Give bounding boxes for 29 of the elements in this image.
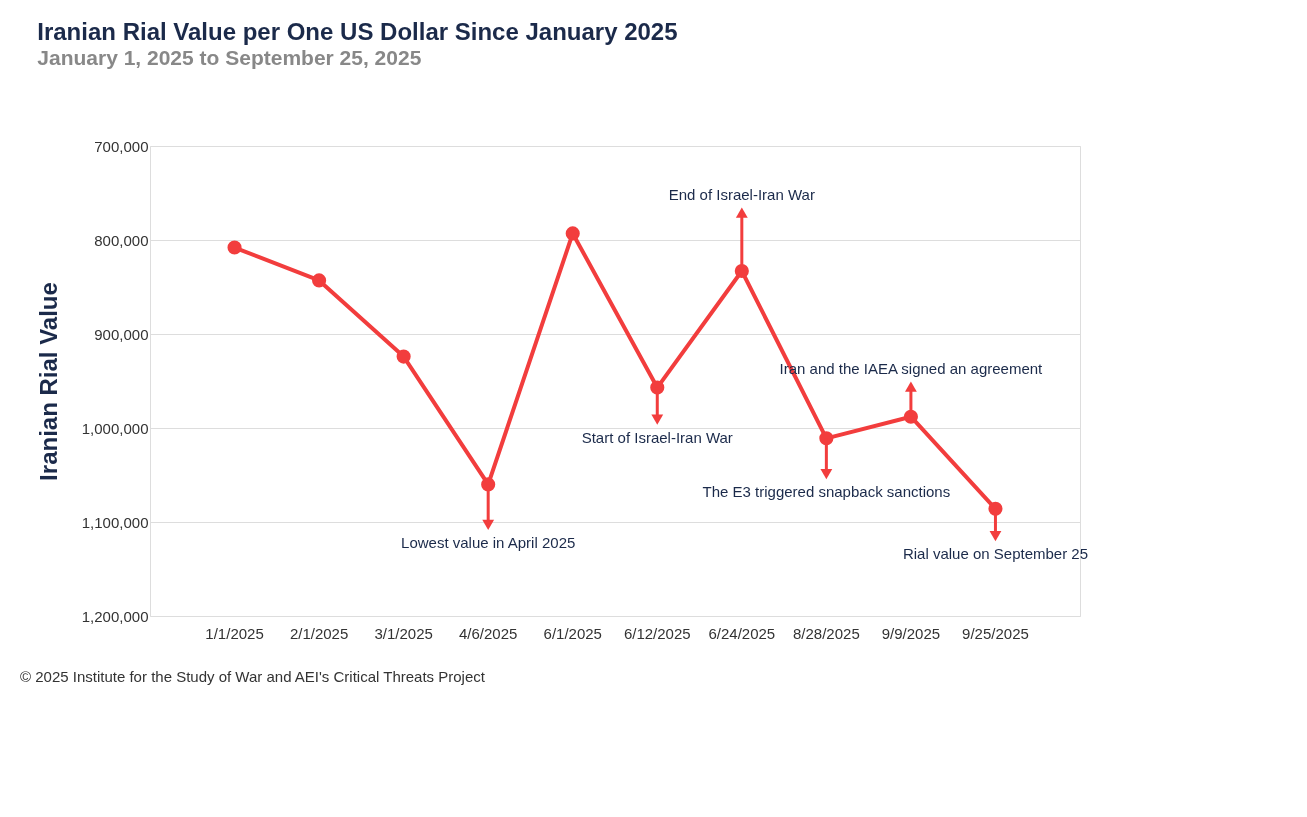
y-axis-title: Iranian Rial Value xyxy=(34,282,62,481)
x-tick-label: 4/6/2025 xyxy=(458,624,518,642)
x-tick-label: 2/1/2025 xyxy=(289,624,349,642)
chart-title: Iranian Rial Value per One US Dollar Since January 2025 xyxy=(37,18,678,45)
x-tick-label: 6/12/2025 xyxy=(623,624,691,642)
annotation: Lowest value in April 2025 xyxy=(401,533,576,551)
x-tick-label: 8/28/2025 xyxy=(793,624,860,642)
x-tick-label: 9/9/2025 xyxy=(881,624,941,642)
annotation: End of Israel-Iran War xyxy=(668,185,815,203)
y-tick-label: 1,100,000 xyxy=(81,513,149,531)
y-tick-label: 900,000 xyxy=(94,325,149,343)
y-tick-label: 1,000,000 xyxy=(81,419,149,437)
point xyxy=(227,240,242,255)
x-tick-label: 9/25/2025 xyxy=(962,624,1029,642)
x-tick-label: 1/1/2025 xyxy=(205,624,264,642)
y-tick-label: 1,200,000 xyxy=(81,607,149,625)
annotation: Start of Israel-Iran War xyxy=(581,428,733,446)
point xyxy=(396,349,411,364)
chart-subtitle: January 1, 2025 to September 25, 2025 xyxy=(37,46,422,69)
annotation: The E3 triggered snapback sanctions xyxy=(702,483,951,501)
point xyxy=(312,273,327,288)
x-tick-label: 6/24/2025 xyxy=(708,624,776,642)
text: © 2025 Institute for the Study of War and AEI's Critical Threats Project xyxy=(20,668,486,685)
y-tick-label: 800,000 xyxy=(94,231,149,249)
x-tick-label: 6/1/2025 xyxy=(543,624,602,642)
x-tick-label: 3/1/2025 xyxy=(374,624,433,642)
point xyxy=(565,226,580,241)
annotation: Rial value on September 25 xyxy=(902,545,1089,563)
y-tick-label: 700,000 xyxy=(94,137,149,155)
